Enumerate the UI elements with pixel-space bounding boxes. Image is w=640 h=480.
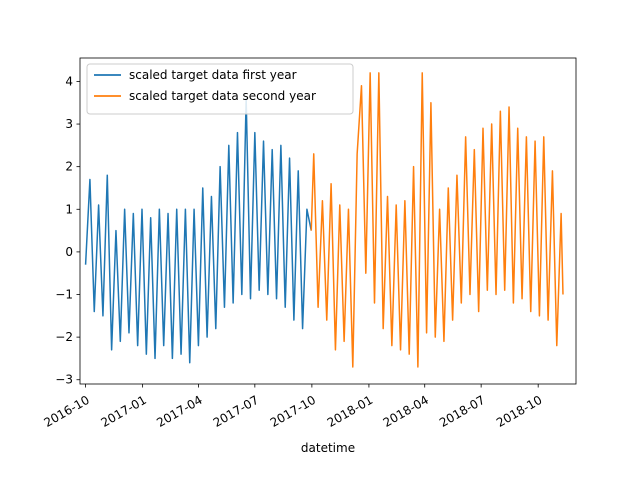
- y-tick-label: −1: [55, 288, 73, 302]
- y-tick-label: −3: [55, 373, 73, 387]
- y-tick-label: 4: [65, 74, 73, 88]
- series-layer: [84, 72, 564, 368]
- y-tick-label: 0: [65, 245, 73, 259]
- y-tick-label: 2: [65, 160, 73, 174]
- legend-box: [86, 63, 354, 115]
- legend-entry-label: scaled target data first year: [129, 68, 297, 82]
- y-tick-label: −2: [55, 330, 73, 344]
- plot-frame: [79, 57, 577, 385]
- series-line-1: [84, 97, 312, 364]
- legend-entry-label: scaled target data second year: [129, 89, 316, 103]
- y-axis: −3 −2 −1 0 1 2 3 4: [55, 74, 80, 387]
- x-axis-label: datetime: [301, 441, 355, 455]
- y-tick-label: 3: [65, 117, 73, 131]
- series-line-2: [310, 72, 564, 368]
- legend: scaled target data first year scaled targ…: [86, 63, 354, 115]
- y-tick-label: 1: [65, 202, 73, 216]
